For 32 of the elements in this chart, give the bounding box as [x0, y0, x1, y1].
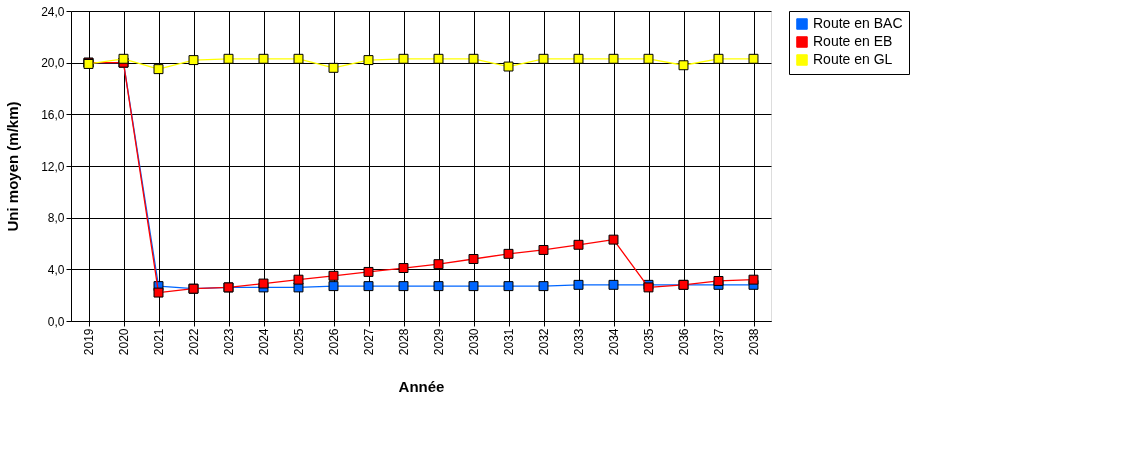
- legend-label: Route en BAC: [813, 15, 903, 31]
- x-axis-title: Année: [398, 378, 445, 396]
- x-tick-label: 2037: [712, 328, 726, 356]
- x-tick-label: 2020: [117, 328, 131, 356]
- x-tick-label: 2021: [152, 328, 166, 356]
- x-tick-label: 2022: [187, 328, 201, 356]
- y-axis-title: Uni moyen (m/km): [4, 101, 22, 232]
- x-tick-label: 2027: [362, 328, 376, 356]
- x-tick-label: 2033: [572, 328, 586, 356]
- x-tick-label: 2034: [607, 328, 621, 356]
- y-tick-label: 4,0: [47, 262, 65, 277]
- legend-label: Route en EB: [813, 33, 893, 49]
- x-tick-label: 2026: [327, 328, 341, 356]
- x-tick-label: 2024: [257, 328, 271, 356]
- x-tick-label: 2030: [467, 328, 481, 356]
- legend-label: Route en GL: [813, 51, 893, 67]
- y-tick-label: 0,0: [47, 314, 65, 329]
- x-tick-label: 2038: [747, 328, 761, 356]
- x-tick-label: 2035: [642, 328, 656, 356]
- x-tick-label: 2029: [432, 328, 446, 356]
- x-tick-label: 2025: [292, 328, 306, 356]
- x-tick-label: 2032: [537, 328, 551, 356]
- x-tick-label: 2023: [222, 328, 236, 356]
- y-tick-label: 16,0: [41, 107, 65, 122]
- x-tick-label: 2031: [502, 328, 516, 356]
- y-tick-label: 8,0: [47, 211, 65, 226]
- x-tick-label: 2019: [82, 328, 96, 356]
- x-tick-label: 2028: [397, 328, 411, 356]
- x-tick-label: 2036: [677, 328, 691, 356]
- y-tick-label: 12,0: [41, 159, 65, 174]
- y-tick-label: 20,0: [41, 56, 65, 71]
- y-tick-label: 24,0: [41, 4, 65, 19]
